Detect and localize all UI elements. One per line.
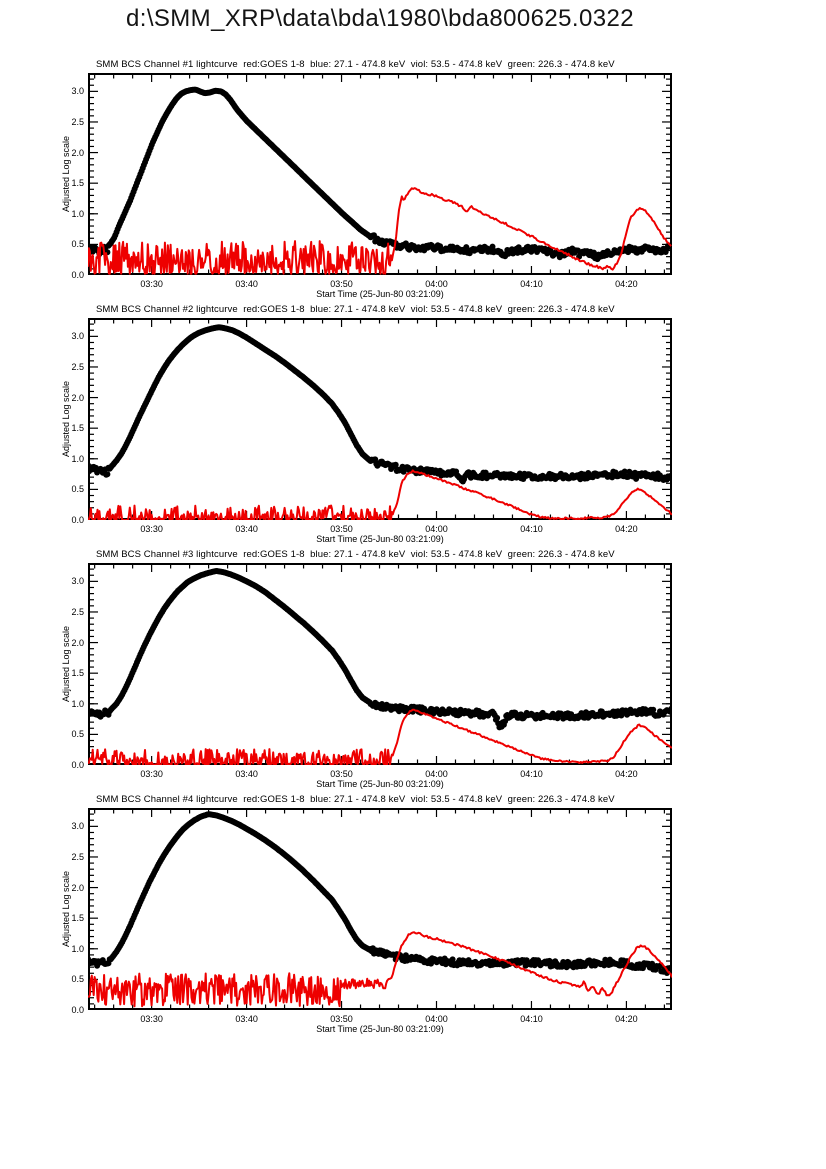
y-tick-label: 3.0 xyxy=(71,576,84,587)
y-tick-label: 0.0 xyxy=(71,270,84,280)
y-tick-label: 1.0 xyxy=(71,698,84,709)
red-line-curve xyxy=(88,708,672,765)
y-tick-label: 2.0 xyxy=(71,637,84,648)
chart-title: SMM BCS Channel #4 lightcurve red:GOES 1… xyxy=(96,794,615,805)
x-tick-label: 04:20 xyxy=(615,769,638,779)
plot-canvas xyxy=(88,563,672,765)
y-tick-label: 2.5 xyxy=(71,116,84,127)
y-tick-label: 1.5 xyxy=(71,178,84,189)
red-line-curve xyxy=(88,187,672,275)
y-tick-label: 1.5 xyxy=(71,423,84,434)
y-tick-label: 0.5 xyxy=(71,484,84,495)
plot-canvas xyxy=(88,808,672,1010)
y-tick-label: 3.0 xyxy=(71,331,84,342)
red-line-curve xyxy=(88,469,672,520)
chart-title: SMM BCS Channel #1 lightcurve red:GOES 1… xyxy=(96,59,615,70)
x-axis-label: Start Time (25-Jun-80 03:21:09) xyxy=(316,1024,444,1034)
x-tick-label: 03:40 xyxy=(235,524,258,534)
red-line-curve xyxy=(88,931,672,1008)
x-tick-label: 03:30 xyxy=(140,524,163,534)
plot-frame xyxy=(88,318,672,520)
y-tick-label: 2.0 xyxy=(71,882,84,893)
x-tick-label: 03:40 xyxy=(235,769,258,779)
x-tick-label: 03:50 xyxy=(330,524,353,534)
y-tick-label: 1.5 xyxy=(71,668,84,679)
black-scatter-curve xyxy=(88,86,672,263)
y-tick-label: 0.0 xyxy=(71,1005,84,1015)
y-tick-label: 1.0 xyxy=(71,208,84,219)
y-tick-label: 0.5 xyxy=(71,239,84,250)
y-tick-label: 3.0 xyxy=(71,821,84,832)
x-tick-label: 03:30 xyxy=(140,279,163,289)
y-tick-label: 0.0 xyxy=(71,760,84,770)
y-tick-label: 0.5 xyxy=(71,974,84,985)
x-tick-label: 04:00 xyxy=(425,524,448,534)
x-tick-label: 03:40 xyxy=(235,1014,258,1024)
y-tick-label: 2.0 xyxy=(71,392,84,403)
y-tick-label: 0.0 xyxy=(71,515,84,525)
page-title: d:\SMM_XRP\data\bda\1980\bda800625.0322 xyxy=(126,5,634,32)
black-scatter-curve xyxy=(88,568,672,731)
x-tick-label: 04:00 xyxy=(425,769,448,779)
axis-ticks xyxy=(90,810,670,1010)
x-tick-label: 03:30 xyxy=(140,769,163,779)
x-tick-label: 04:20 xyxy=(615,279,638,289)
plot-frame xyxy=(88,808,672,1010)
axis-ticks xyxy=(90,320,670,520)
x-tick-label: 04:00 xyxy=(425,279,448,289)
x-axis-label: Start Time (25-Jun-80 03:21:09) xyxy=(316,289,444,299)
x-tick-label: 04:10 xyxy=(520,769,543,779)
chart-title: SMM BCS Channel #2 lightcurve red:GOES 1… xyxy=(96,304,615,315)
y-tick-label: 1.0 xyxy=(71,453,84,464)
x-tick-label: 04:10 xyxy=(520,1014,543,1024)
x-tick-label: 04:10 xyxy=(520,279,543,289)
x-tick-label: 03:30 xyxy=(140,1014,163,1024)
plot-canvas xyxy=(88,73,672,275)
x-tick-label: 04:10 xyxy=(520,524,543,534)
chart-title: SMM BCS Channel #3 lightcurve red:GOES 1… xyxy=(96,549,615,560)
plot-canvas xyxy=(88,318,672,520)
x-tick-label: 03:50 xyxy=(330,1014,353,1024)
black-scatter-curve xyxy=(88,811,672,976)
y-tick-label: 1.5 xyxy=(71,913,84,924)
x-axis-label: Start Time (25-Jun-80 03:21:09) xyxy=(316,779,444,789)
x-tick-label: 03:40 xyxy=(235,279,258,289)
y-tick-label: 0.5 xyxy=(71,729,84,740)
y-tick-label: 2.5 xyxy=(71,851,84,862)
black-scatter-curve xyxy=(88,324,672,485)
y-tick-label: 3.0 xyxy=(71,86,84,97)
x-tick-label: 04:00 xyxy=(425,1014,448,1024)
x-axis-label: Start Time (25-Jun-80 03:21:09) xyxy=(316,534,444,544)
y-tick-label: 1.0 xyxy=(71,943,84,954)
y-tick-label: 2.5 xyxy=(71,361,84,372)
y-tick-label: 2.5 xyxy=(71,606,84,617)
x-tick-label: 03:50 xyxy=(330,279,353,289)
y-tick-label: 2.0 xyxy=(71,147,84,158)
x-tick-label: 04:20 xyxy=(615,524,638,534)
x-tick-label: 03:50 xyxy=(330,769,353,779)
x-tick-label: 04:20 xyxy=(615,1014,638,1024)
